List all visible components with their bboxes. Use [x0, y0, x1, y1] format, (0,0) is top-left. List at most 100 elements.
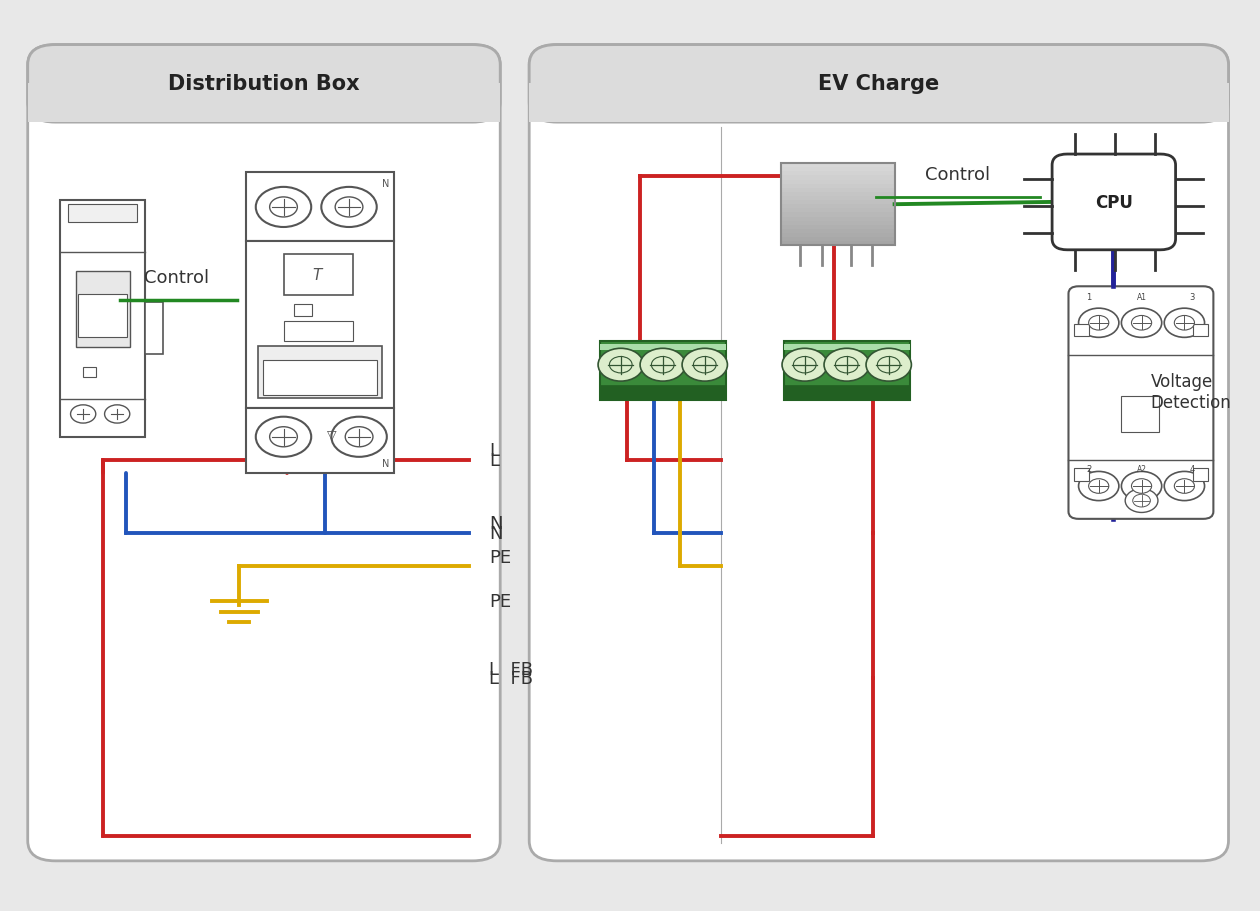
Bar [781, 234, 895, 238]
Circle shape [335, 198, 363, 218]
Circle shape [345, 427, 373, 447]
Bar [781, 172, 895, 177]
Bar [263, 361, 377, 395]
Bar [781, 230, 895, 234]
Bar [600, 344, 726, 351]
FancyBboxPatch shape [28, 46, 500, 123]
Bar [781, 185, 895, 189]
Circle shape [866, 349, 911, 382]
Circle shape [1131, 479, 1152, 494]
Bar [781, 221, 895, 226]
Circle shape [1174, 316, 1194, 331]
Text: A2: A2 [1137, 465, 1147, 474]
Text: 1: 1 [1086, 292, 1091, 302]
Circle shape [1079, 309, 1119, 338]
Circle shape [877, 357, 900, 374]
Circle shape [782, 349, 828, 382]
Bar [781, 238, 895, 242]
Bar [284, 322, 353, 342]
Bar [781, 213, 895, 218]
Bar [781, 177, 895, 180]
Bar [781, 197, 895, 201]
Bar [781, 218, 895, 221]
Circle shape [1174, 479, 1194, 494]
Bar [781, 210, 895, 213]
Bar [246, 173, 394, 241]
Text: CPU: CPU [1095, 194, 1133, 211]
Circle shape [640, 349, 685, 382]
Circle shape [1079, 472, 1119, 501]
Circle shape [1133, 495, 1150, 507]
Bar [529, 85, 1228, 123]
Text: L: L [489, 451, 499, 469]
Bar [784, 342, 910, 401]
Text: L: L [489, 442, 499, 460]
Bar [600, 386, 726, 401]
Circle shape [331, 417, 387, 457]
Bar [781, 242, 895, 246]
Text: L  FB: L FB [489, 660, 533, 679]
Text: Control: Control [925, 166, 990, 184]
Bar [781, 205, 895, 210]
Bar [781, 193, 895, 197]
Circle shape [1164, 472, 1205, 501]
Bar [246, 408, 394, 474]
Circle shape [610, 357, 633, 374]
Bar [294, 304, 312, 317]
Bar [1193, 324, 1208, 337]
Circle shape [824, 349, 869, 382]
Circle shape [651, 357, 674, 374]
Text: N: N [382, 458, 389, 468]
Circle shape [270, 198, 297, 218]
Circle shape [1131, 316, 1152, 331]
Circle shape [105, 405, 130, 424]
Text: N: N [489, 515, 503, 533]
Bar [78, 295, 127, 338]
Text: N: N [489, 524, 503, 542]
Bar [28, 85, 500, 123]
Circle shape [693, 357, 716, 374]
Bar [781, 201, 895, 205]
Circle shape [256, 417, 311, 457]
Text: 3: 3 [1189, 292, 1194, 302]
Circle shape [1164, 309, 1205, 338]
Bar [145, 302, 163, 354]
Text: PE: PE [489, 592, 512, 610]
FancyBboxPatch shape [1068, 287, 1213, 519]
Circle shape [598, 349, 644, 382]
Text: PE: PE [489, 548, 512, 567]
Circle shape [794, 357, 816, 374]
Circle shape [321, 188, 377, 228]
Text: L  FB: L FB [489, 670, 533, 688]
FancyBboxPatch shape [529, 46, 1228, 861]
Text: A1: A1 [1137, 292, 1147, 302]
Text: Voltage
Detection: Voltage Detection [1150, 373, 1231, 411]
Bar [76, 271, 130, 347]
Bar [83, 367, 96, 378]
Bar [781, 226, 895, 230]
Text: ▽: ▽ [326, 429, 336, 442]
Bar [258, 346, 382, 399]
Text: N: N [382, 179, 389, 189]
Bar [1193, 468, 1208, 481]
FancyBboxPatch shape [1052, 155, 1176, 251]
Bar [1121, 396, 1159, 433]
Text: EV Charge: EV Charge [818, 75, 940, 94]
Bar [600, 342, 726, 401]
Bar [784, 344, 910, 351]
Bar [781, 164, 895, 169]
Text: 4: 4 [1189, 465, 1194, 474]
Circle shape [71, 405, 96, 424]
Bar [1074, 468, 1089, 481]
Bar [781, 180, 895, 185]
Bar [781, 189, 895, 193]
FancyBboxPatch shape [28, 46, 500, 861]
Circle shape [1089, 316, 1109, 331]
Bar [284, 255, 353, 296]
Bar [68, 205, 137, 223]
Bar [781, 169, 895, 172]
Circle shape [682, 349, 727, 382]
Circle shape [270, 427, 297, 447]
Text: Distribution Box: Distribution Box [168, 75, 360, 94]
Bar [784, 386, 910, 401]
